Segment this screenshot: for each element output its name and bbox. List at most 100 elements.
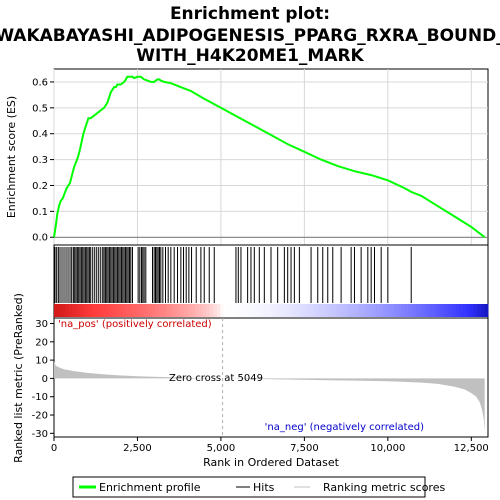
rank-color-cell [148,304,153,317]
rank-color-cell [90,304,95,317]
rank-color-cell [209,304,214,317]
es-y-axis: 0.0 0.1 0.2 0.3 0.4 0.5 0.6 [32,77,54,244]
rank-color-cell [318,304,323,317]
rank-color-cell [220,304,225,317]
rank-color-cell [346,304,351,317]
es-y-tick-label: 0.4 [32,129,48,140]
rank-color-bar [54,304,489,317]
rank-color-cell [75,304,80,317]
metric-y-tick-label: 0 [42,374,48,385]
rank-color-cell [285,304,290,317]
rank-color-cell [274,304,279,317]
rank-color-cell [108,304,113,317]
es-y-tick-label: 0.2 [32,181,48,192]
metric-y-tick-label: -30 [32,429,48,440]
rank-color-cell [386,304,391,317]
rank-color-cell [401,304,406,317]
es-y-axis-label: Enrichment score (ES) [5,96,18,218]
es-y-tick-label: 0.3 [32,155,48,166]
es-y-tick-label: 0.0 [32,233,48,244]
metric-y-axis-label: Ranked list metric (PreRanked) [12,293,25,463]
rank-color-cell [477,304,482,317]
hits-panel [53,244,489,319]
chart-title-line-1: Enrichment plot: [170,4,330,24]
rank-color-cell [195,304,200,317]
rank-color-cell [245,304,250,317]
rank-color-cell [415,304,420,317]
rank-color-cell [473,304,478,317]
rank-color-cell [278,304,283,317]
rank-color-cell [202,304,207,317]
rank-color-cell [61,304,66,317]
rank-color-cell [361,304,366,317]
rank-color-cell [271,304,276,317]
rank-color-cell [393,304,398,317]
rank-color-cell [299,304,304,317]
rank-color-cell [176,304,181,317]
rank-color-cell [448,304,453,317]
rank-color-cell [354,304,359,317]
rank-color-cell [57,304,62,317]
rank-color-cell [184,304,189,317]
x-tick-label: 2,500 [123,443,152,454]
rank-color-cell [223,304,228,317]
x-tick-label: 7,500 [290,443,319,454]
rank-color-cell [365,304,370,317]
rank-color-cell [173,304,178,317]
rank-color-cell [267,304,272,317]
x-tick-label: 10,000 [370,443,405,454]
rank-color-cell [122,304,127,317]
rank-color-cell [390,304,395,317]
rank-color-cell [430,304,435,317]
es-gridlines [53,69,488,245]
es-panel: 0.0 0.1 0.2 0.3 0.4 0.5 0.6 Enrichment score (… [5,68,489,246]
rank-color-cell [126,304,131,317]
rank-color-cell [307,304,312,317]
rank-color-cell [162,304,167,317]
rank-color-cell [296,304,301,317]
rank-color-cell [72,304,77,317]
rank-color-cell [231,304,236,317]
rank-color-cell [198,304,203,317]
rank-color-cell [238,304,243,317]
rank-color-cell [111,304,116,317]
rank-color-cell [54,304,59,317]
rank-color-cell [133,304,138,317]
x-tick-label: 5,000 [207,443,236,454]
x-tick-label: 0 [51,443,57,454]
rank-color-cell [444,304,449,317]
rank-color-cell [115,304,120,317]
chart-title-line-3: WITH_H4K20ME1_MARK [136,46,364,66]
rank-color-cell [187,304,192,317]
metric-y-tick-label: -10 [32,392,48,403]
rank-color-cell [303,304,308,317]
rank-color-cell [321,304,326,317]
rank-color-cell [104,304,109,317]
rank-color-cell [440,304,445,317]
rank-color-cell [368,304,373,317]
rank-color-cell [281,304,286,317]
rank-color-cell [252,304,257,317]
rank-color-cell [383,304,388,317]
chart-title-line-2: WAKABAYASHI_ADIPOGENESIS_PPARG_RXRA_BOUN… [0,26,500,46]
rank-color-cell [234,304,239,317]
rank-color-cell [144,304,149,317]
rank-color-cell [263,304,268,317]
legend: Enrichment profile Hits Ranking metric s… [72,476,445,498]
legend-enrichment-label: Enrichment profile [99,481,201,494]
rank-color-cell [101,304,106,317]
rank-color-cell [455,304,460,317]
metric-y-axis: -30 -20 -10 0 10 20 30 [32,319,54,440]
rank-color-cell [466,304,471,317]
rank-color-cell [480,304,485,317]
rank-color-cell [205,304,210,317]
rank-color-cell [213,304,218,317]
rank-color-cell [242,304,247,317]
rank-color-cell [372,304,377,317]
ranking-metric-area [54,361,485,432]
es-y-tick-label: 0.5 [32,103,48,114]
rank-color-cell [155,304,160,317]
x-axis-label: Rank in Ordered Dataset [203,456,340,469]
rank-color-cell [260,304,265,317]
